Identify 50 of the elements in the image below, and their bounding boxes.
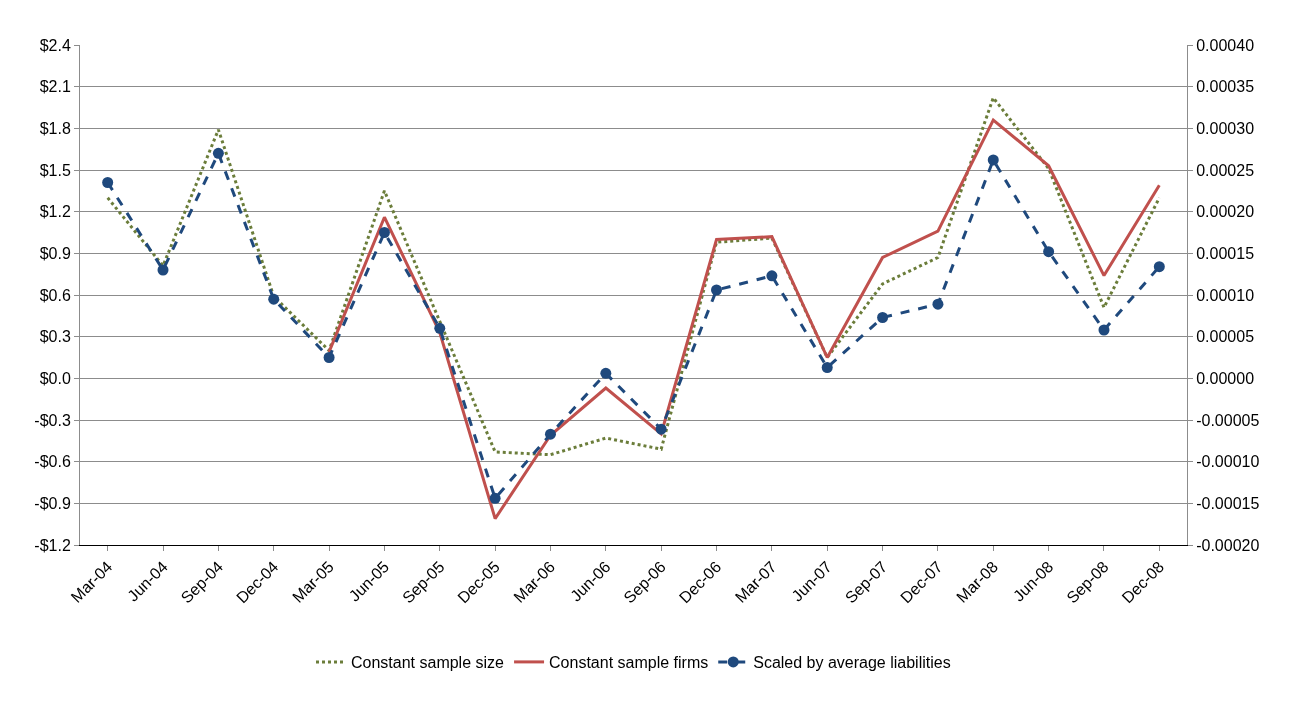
point [268,293,280,305]
point [766,270,778,282]
y-tick-label: $2.1 [39,78,71,96]
y-tick-label: -$0.3 [34,411,71,429]
point [1043,246,1055,258]
y2-tick-label: 0.00040 [1196,36,1255,54]
point [102,177,114,188]
y2-tick-label: 0.00000 [1196,369,1255,387]
legend-label: Constant sample firms [549,654,709,672]
y2-tick-label: -0.00010 [1196,453,1260,471]
point [489,492,501,504]
y-tick-label: -$1.2 [34,536,71,554]
point [711,284,723,296]
y2-tick-label: 0.00015 [1196,244,1255,262]
y-tick-label: -$0.6 [34,453,71,471]
point [434,322,446,334]
y-tick-label: $0.6 [39,286,71,304]
y2-tick-label: 0.00025 [1196,161,1255,179]
point [1098,324,1110,336]
point [655,423,667,435]
legend-label: Scaled by average liabilities [753,654,951,672]
y2-tick-label: 0.00010 [1196,286,1255,304]
y2-tick-label: 0.00020 [1196,203,1255,221]
point [212,147,224,159]
y-tick-label: $0.3 [39,328,71,346]
y2-tick-label: -0.00015 [1196,494,1260,512]
y-tick-label: $1.5 [39,161,71,179]
point [157,264,169,276]
y-tick-label: $1.2 [39,203,71,221]
y-tick-label: $1.8 [39,119,71,137]
point [1153,261,1165,273]
point [821,362,833,373]
y2-tick-label: 0.00030 [1196,119,1255,137]
y-tick-label: -$0.9 [34,494,71,512]
line-series [106,96,1161,457]
point [544,428,556,440]
point [987,154,999,166]
y-tick-label: $2.4 [39,36,71,54]
y2-tick-label: 0.00005 [1196,328,1255,346]
legend-label: Constant sample size [351,654,505,672]
point [323,352,335,363]
point [877,312,889,323]
y-tick-label: $0.9 [39,244,71,262]
y2-tick-label: -0.00005 [1196,411,1260,429]
point [600,367,612,379]
y-tick-label: $0.0 [39,369,71,387]
y2-tick-label: 0.00035 [1196,78,1255,96]
point [932,298,944,310]
y2-tick-label: -0.00020 [1196,536,1260,554]
point [378,227,390,238]
